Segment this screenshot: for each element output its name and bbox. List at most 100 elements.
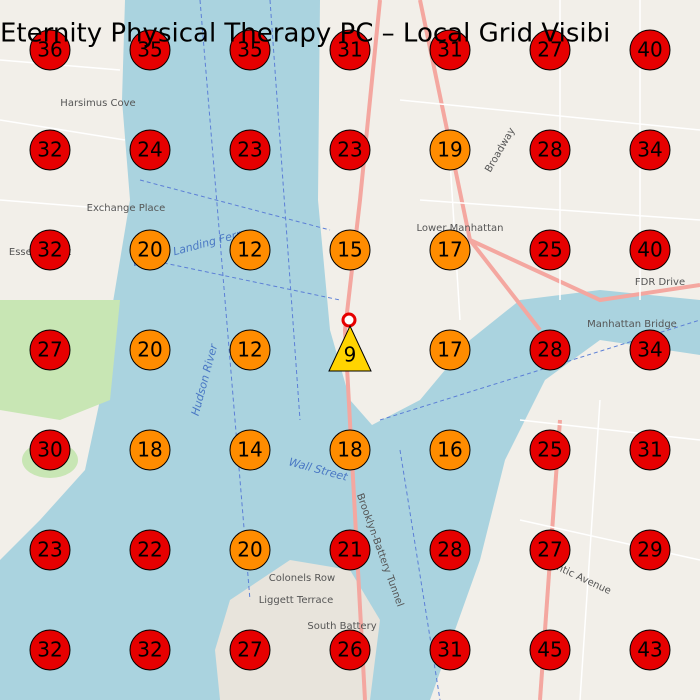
rank-marker: [529, 229, 571, 271]
rank-marker: [229, 229, 271, 271]
rank-label: 28: [537, 338, 562, 362]
rank-marker: [129, 29, 171, 71]
rank-marker: [29, 29, 71, 71]
rank-marker: [229, 529, 271, 571]
rank-label: 27: [537, 38, 562, 62]
rank-label: 25: [537, 238, 562, 262]
rank-marker: [229, 129, 271, 171]
rank-label: 14: [237, 438, 262, 462]
rank-label: 19: [437, 138, 462, 162]
rank-marker: [429, 29, 471, 71]
rank-label: 17: [437, 338, 462, 362]
rank-label: 36: [37, 38, 62, 62]
map-label: Colonels Row: [269, 573, 335, 584]
rank-label: 31: [337, 38, 362, 62]
rank-marker: [329, 429, 371, 471]
rank-label: 9: [344, 343, 357, 367]
rank-marker: [529, 29, 571, 71]
rank-marker: [29, 629, 71, 671]
rank-marker: [29, 529, 71, 571]
rank-marker: [129, 429, 171, 471]
rank-marker: [329, 129, 371, 171]
rank-label: 12: [237, 338, 262, 362]
rank-marker: [129, 329, 171, 371]
rank-label: 28: [537, 138, 562, 162]
rank-marker: [629, 29, 671, 71]
rank-marker: [129, 229, 171, 271]
rank-label: 29: [637, 538, 662, 562]
rank-label: 40: [637, 38, 662, 62]
map-label: Liggett Terrace: [259, 595, 334, 606]
rank-label: 35: [137, 38, 162, 62]
rank-marker: [629, 229, 671, 271]
rank-label: 21: [337, 538, 362, 562]
rank-marker: [629, 629, 671, 671]
rank-marker: [29, 129, 71, 171]
rank-marker: [429, 129, 471, 171]
rank-marker: [529, 529, 571, 571]
rank-marker: [629, 329, 671, 371]
rank-label: 43: [637, 638, 662, 662]
rank-marker: [328, 324, 372, 372]
location-pin: [341, 312, 357, 328]
rank-label: 30: [37, 438, 62, 462]
rank-marker: [429, 429, 471, 471]
rank-marker: [229, 29, 271, 71]
rank-label: 22: [137, 538, 162, 562]
rank-label: 32: [37, 638, 62, 662]
grid-markers: 36 35 35 31 31 27 40 32 24 23 23 19 28 34 32 20 12 15 17 25…: [29, 29, 671, 671]
rank-marker: [29, 329, 71, 371]
rank-marker: [29, 429, 71, 471]
rank-marker: [329, 529, 371, 571]
rank-marker: [329, 29, 371, 71]
rank-label: 24: [137, 138, 162, 162]
rank-marker: [329, 229, 371, 271]
rank-label: 25: [537, 438, 562, 462]
rank-label: 23: [337, 138, 362, 162]
rank-label: 20: [137, 338, 162, 362]
rank-label: 17: [437, 238, 462, 262]
title: Eternity Physical Therapy PC – Local Gri…: [0, 19, 610, 49]
map-label: Manhattan Bridge: [587, 319, 677, 330]
rank-label: 18: [337, 438, 362, 462]
rank-marker: [229, 329, 271, 371]
rank-label: 31: [437, 638, 462, 662]
rank-label: 32: [137, 638, 162, 662]
rank-marker: [529, 429, 571, 471]
rank-label: 32: [37, 238, 62, 262]
rank-marker: [629, 529, 671, 571]
rank-marker: [429, 329, 471, 371]
rank-label: 18: [137, 438, 162, 462]
rank-label: 23: [237, 138, 262, 162]
rank-marker: [229, 629, 271, 671]
rank-label: 16: [437, 438, 462, 462]
rank-label: 26: [337, 638, 362, 662]
map-label: South Battery: [307, 621, 376, 632]
rank-marker: [629, 429, 671, 471]
rank-marker: [129, 629, 171, 671]
rank-label: 15: [337, 238, 362, 262]
rank-label: 28: [437, 538, 462, 562]
rank-label: 40: [637, 238, 662, 262]
rank-label: 20: [137, 238, 162, 262]
rank-label: 12: [237, 238, 262, 262]
map-label: Exchange Place: [87, 203, 166, 214]
map-label: FDR Drive: [635, 277, 685, 288]
rank-marker: [429, 629, 471, 671]
rank-marker: [429, 229, 471, 271]
rank-marker: [329, 629, 371, 671]
rank-label: 35: [237, 38, 262, 62]
rank-marker: [129, 529, 171, 571]
rank-marker: [229, 429, 271, 471]
rank-label: 34: [637, 138, 662, 162]
rank-label: 27: [537, 538, 562, 562]
map-label: Harsimus Cove: [60, 98, 135, 109]
rank-marker: [529, 129, 571, 171]
rank-label: 23: [37, 538, 62, 562]
rank-label: 32: [37, 138, 62, 162]
rank-label: 45: [537, 638, 562, 662]
rank-label: 27: [37, 338, 62, 362]
